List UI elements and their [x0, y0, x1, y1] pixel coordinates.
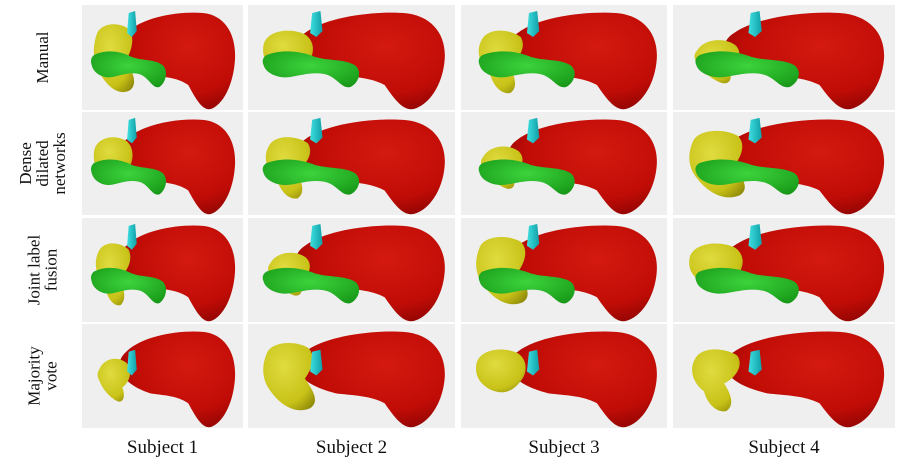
- liver: [508, 225, 657, 322]
- liver: [296, 119, 445, 215]
- row-label: Dense: [16, 142, 35, 184]
- organ-rendering: [689, 223, 885, 322]
- duct: [526, 349, 540, 376]
- vessel: [478, 51, 575, 88]
- liver: [296, 331, 445, 428]
- liver: [508, 331, 657, 428]
- organ-rendering: [97, 331, 236, 428]
- liver: [508, 119, 657, 215]
- labels: Subject 1 Subject 2 Subject 3 Subject 4 Manu…: [16, 31, 820, 458]
- duct: [526, 223, 540, 250]
- organ-rendering: [91, 117, 236, 215]
- column-label: Subject 4: [748, 437, 820, 458]
- duct: [748, 117, 762, 144]
- duct: [127, 223, 137, 250]
- vessel: [695, 159, 799, 195]
- row-label: vote: [41, 361, 60, 390]
- organ-rendering: [692, 331, 885, 428]
- duct: [127, 117, 137, 144]
- column-label: Subject 3: [528, 437, 599, 458]
- duct: [127, 349, 137, 376]
- duct: [526, 11, 540, 37]
- duct: [310, 117, 323, 144]
- duct: [748, 11, 762, 37]
- liver: [119, 119, 236, 215]
- gallbladder: [263, 343, 315, 411]
- organ-rendering: [476, 223, 657, 322]
- panel-grid: [82, 5, 895, 428]
- column-label: Subject 2: [316, 437, 387, 458]
- organ-rendering: [262, 117, 445, 215]
- column-label: Subject 1: [127, 437, 198, 458]
- row-label: dilated: [33, 140, 52, 187]
- duct: [127, 11, 137, 37]
- row-label: Manual: [33, 31, 52, 83]
- organ-rendering: [694, 11, 885, 110]
- vessel: [91, 51, 167, 88]
- duct: [748, 349, 762, 376]
- vessel: [478, 267, 575, 304]
- liver: [724, 119, 885, 215]
- vessel: [695, 267, 799, 304]
- liver: [724, 331, 885, 428]
- duct: [310, 223, 323, 250]
- liver: [119, 12, 236, 110]
- duct: [310, 349, 323, 376]
- organ-rendering: [91, 11, 236, 110]
- liver: [296, 12, 445, 110]
- organ-rendering: [262, 11, 445, 110]
- vessel: [262, 159, 360, 195]
- row-label: Joint label: [24, 235, 43, 306]
- organ-rendering: [478, 11, 657, 110]
- row-label: networks: [50, 132, 69, 194]
- liver: [119, 225, 236, 322]
- vessel: [478, 159, 575, 195]
- row-label: fusion: [41, 248, 60, 291]
- organ-rendering: [689, 117, 885, 215]
- vessel: [262, 51, 360, 88]
- vessel: [91, 159, 167, 195]
- vessel: [695, 51, 799, 88]
- liver: [296, 225, 445, 322]
- vessel: [262, 267, 360, 304]
- liver: [724, 225, 885, 322]
- row-label: Majority: [24, 346, 43, 406]
- liver: [508, 12, 657, 110]
- organ-rendering: [91, 223, 236, 322]
- organ-rendering: [262, 223, 445, 322]
- duct: [748, 223, 762, 250]
- duct: [310, 11, 323, 37]
- liver: [119, 331, 236, 428]
- gallbladder: [476, 349, 526, 393]
- liver: [724, 12, 885, 110]
- organ-rendering: [263, 331, 445, 428]
- gallbladder: [692, 349, 740, 412]
- gallbladder: [97, 358, 131, 402]
- duct: [526, 117, 540, 144]
- vessel: [91, 267, 167, 304]
- organ-rendering: [478, 117, 657, 215]
- organ-rendering: [476, 331, 657, 428]
